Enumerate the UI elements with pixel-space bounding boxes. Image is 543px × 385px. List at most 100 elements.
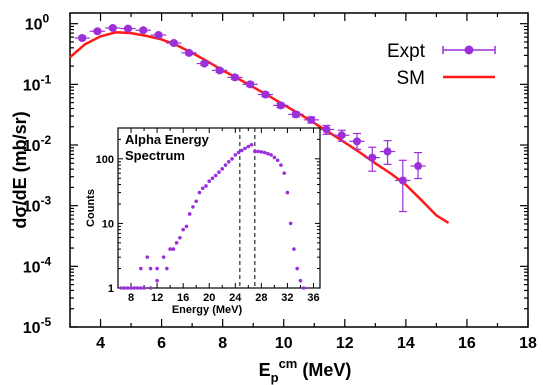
inset-x-tick-label: 24 (229, 292, 242, 304)
inset-point (155, 266, 159, 271)
inset-point (240, 148, 244, 153)
inset-plot: 8 12 16 20 24 28 32 36 1 10 100 Energy (MeV) Counts A… (85, 127, 321, 316)
inset-x-tick-label: 32 (281, 292, 293, 304)
inset-title-line: Spectrum (125, 148, 185, 163)
inset-point (161, 255, 166, 259)
inset-point (282, 171, 286, 175)
main-plot: 4 6 8 10 12 14 16 18 100 10-1 10-2 10-3 10-4 10-5 Epcm… (10, 12, 537, 385)
x-tick-label: 18 (519, 335, 537, 352)
inset-point (301, 286, 306, 290)
inset-y-axis-title: Counts (85, 189, 97, 227)
inset-point (292, 247, 296, 251)
x-tick-label: 4 (96, 335, 105, 352)
y-tick-label: 10-1 (23, 72, 52, 94)
expt-point (414, 162, 423, 171)
inset-point (298, 278, 303, 283)
expt-point (200, 59, 209, 68)
inset-point (285, 190, 290, 195)
inset-point (181, 227, 185, 232)
expt-point (108, 23, 117, 32)
inset-point (220, 167, 225, 171)
y-tick-label: 10-3 (23, 194, 52, 216)
inset-point (243, 146, 247, 151)
inset-point (139, 286, 143, 290)
inset-x-tick-label: 28 (255, 292, 267, 304)
inset-point (236, 150, 241, 155)
inset-point (132, 286, 137, 290)
inset-point (165, 266, 169, 271)
inset-point (184, 224, 189, 229)
inset-point (246, 144, 251, 149)
inset-point (119, 286, 124, 290)
x-tick-label: 10 (275, 335, 293, 352)
inset-point (139, 266, 143, 271)
expt-point (139, 26, 148, 35)
inset-point (295, 266, 299, 271)
inset-point (200, 186, 205, 191)
inset-point (266, 151, 270, 156)
inset-point (135, 286, 140, 290)
inset-point (171, 247, 176, 251)
inset-point (288, 221, 293, 226)
inset-point (213, 173, 218, 178)
expt-point (276, 101, 285, 110)
expt-point (93, 27, 102, 36)
x-tick-label: 14 (397, 335, 415, 352)
inset-point (253, 149, 257, 154)
expt-point (398, 176, 407, 185)
inset-point (129, 286, 133, 290)
expt-point (353, 137, 362, 146)
inset-x-tick-label: 20 (203, 292, 215, 304)
inset-point (279, 163, 283, 167)
inset-point (168, 247, 172, 251)
inset-point (207, 179, 212, 184)
inset-point (230, 157, 234, 161)
inset-point (223, 163, 228, 167)
inset-point (269, 153, 273, 157)
inset-point (217, 170, 221, 175)
inset-point (233, 153, 238, 157)
inset-point (155, 278, 159, 283)
y-tick-label: 10-4 (23, 254, 52, 276)
expt-point (291, 110, 300, 119)
expt-point (215, 66, 224, 75)
inset-point (122, 286, 127, 290)
expt-point (337, 131, 346, 140)
plot-frame (69, 12, 529, 328)
expt-point (322, 125, 331, 134)
y-tick-label: 100 (25, 12, 50, 34)
legend-label-expt: Expt (387, 41, 426, 62)
inset-x-tick-label: 36 (307, 292, 319, 304)
inset-point (262, 150, 267, 155)
y-tick-label: 10-5 (23, 315, 52, 337)
inset-y-tick-label: 10 (102, 218, 114, 230)
inset-frame (117, 127, 321, 289)
x-tick-label: 12 (336, 335, 354, 352)
x-tick-label: 6 (157, 335, 166, 352)
expt-point (230, 73, 239, 82)
sm-curve (69, 31, 450, 224)
inset-point (145, 255, 150, 259)
expt-point (383, 147, 392, 156)
expt-point (169, 39, 178, 48)
inset-point (249, 142, 254, 147)
inset-point (272, 155, 277, 160)
inset-point (178, 235, 182, 240)
inset-y-tick-label: 1 (108, 283, 114, 295)
inset-point (174, 241, 179, 245)
inset-point (148, 266, 153, 271)
expt-point (307, 115, 316, 124)
inset-point (204, 184, 208, 188)
expt-point (185, 48, 194, 57)
x-tick-label: 8 (218, 335, 227, 352)
inset-x-tick-label: 16 (177, 292, 189, 304)
y-tick-label: 10-2 (23, 133, 52, 155)
expt-point (124, 24, 133, 33)
inset-point (148, 286, 153, 290)
expt-point (154, 31, 163, 40)
inset-point (226, 159, 231, 164)
x-axis-title: Epcm (MeV) (259, 356, 352, 385)
legend: Expt SM (387, 41, 496, 89)
expt-point (368, 153, 377, 162)
